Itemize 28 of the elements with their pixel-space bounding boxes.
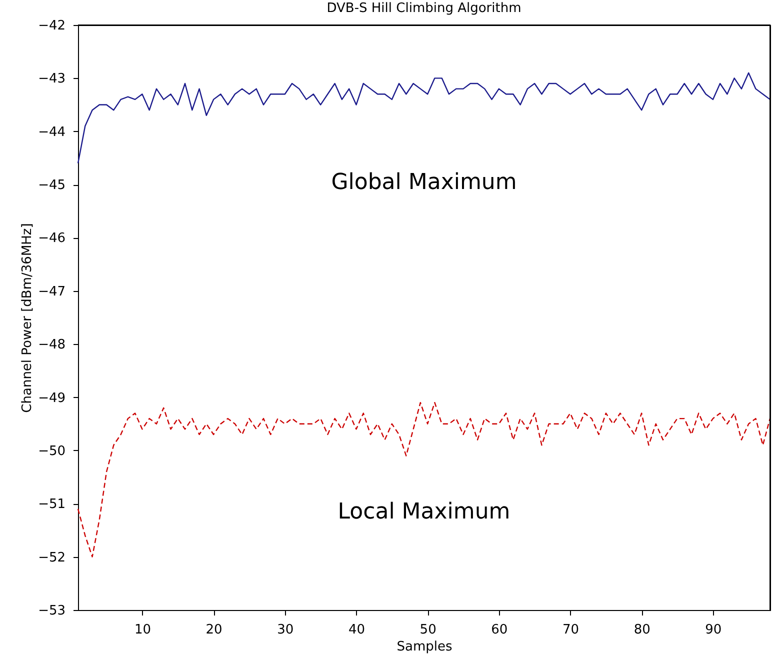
y-tick-label: −52 bbox=[38, 550, 66, 566]
x-tick-label: 40 bbox=[348, 622, 365, 638]
y-tick-label: −43 bbox=[38, 72, 66, 87]
y-tick-label: −44 bbox=[38, 124, 66, 140]
text: Global Maximum bbox=[331, 170, 517, 195]
y-tick-label: −47 bbox=[38, 284, 66, 300]
y-tick-label: −42 bbox=[38, 18, 66, 34]
y-tick-label: −46 bbox=[38, 231, 66, 246]
x-axis-title: Samples bbox=[396, 640, 452, 654]
y-tick-label: −53 bbox=[38, 604, 66, 618]
x-tick-label: 60 bbox=[491, 622, 508, 638]
x-tick-label: 10 bbox=[134, 622, 151, 638]
y-axis-title: Channel Power [dBm/36MHz] bbox=[20, 223, 36, 413]
y-tick-label: −50 bbox=[38, 444, 66, 459]
x-tick-label: 20 bbox=[206, 622, 222, 638]
y-tick-label: −51 bbox=[38, 497, 66, 512]
x-tick-label: 50 bbox=[420, 622, 436, 638]
x-tick-label: 90 bbox=[705, 622, 722, 638]
y-tick-label: −45 bbox=[38, 178, 66, 194]
y-tick-label: −49 bbox=[38, 390, 66, 406]
x-tick-label: 30 bbox=[277, 622, 294, 638]
x-tick-label: 80 bbox=[634, 622, 650, 638]
text: Local Maximum bbox=[338, 500, 510, 525]
y-tick-label: −48 bbox=[38, 338, 66, 353]
chart-title: DVB-S Hill Climbing Algorithm bbox=[326, 1, 522, 16]
x-tick-label: 70 bbox=[562, 622, 580, 638]
line-series bbox=[77, 402, 771, 558]
line-series bbox=[77, 72, 771, 164]
